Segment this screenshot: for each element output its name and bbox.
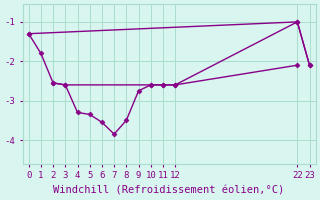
- X-axis label: Windchill (Refroidissement éolien,°C): Windchill (Refroidissement éolien,°C): [53, 186, 285, 196]
